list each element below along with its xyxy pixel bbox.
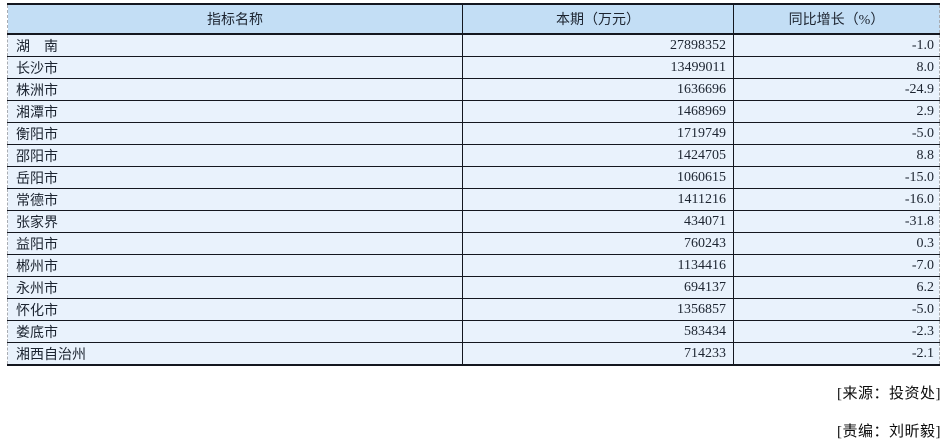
column-header-current-period: 本期（万元） [462, 4, 734, 35]
table-header: 指标名称 本期（万元） 同比增长（%） [7, 4, 940, 35]
editor-credit: [责编：刘昕毅] [837, 424, 941, 440]
table-row: 湖 南 27898352 -1.0 [7, 34, 940, 57]
yoy-growth-cell: -31.8 [733, 210, 940, 233]
table-row: 湘西自治州 714233 -2.1 [7, 342, 940, 366]
table-body: 湖 南 27898352 -1.0 长沙市 13499011 8.0 株洲市 1… [7, 34, 940, 366]
region-name-cell: 邵阳市 [7, 144, 463, 167]
yoy-growth-cell: -2.1 [733, 342, 940, 366]
yoy-growth-cell: -5.0 [733, 298, 940, 321]
table-row: 张家界 434071 -31.8 [7, 210, 940, 233]
yoy-growth-cell: 0.3 [733, 232, 940, 255]
current-period-cell: 760243 [462, 232, 734, 255]
current-period-cell: 1424705 [462, 144, 734, 167]
table-row: 长沙市 13499011 8.0 [7, 56, 940, 79]
region-name-cell: 怀化市 [7, 298, 463, 321]
current-period-cell: 27898352 [462, 34, 734, 57]
table-row: 岳阳市 1060615 -15.0 [7, 166, 940, 189]
current-period-cell: 583434 [462, 320, 734, 343]
region-name-cell: 益阳市 [7, 232, 463, 255]
yoy-growth-cell: -7.0 [733, 254, 940, 277]
current-period-cell: 714233 [462, 342, 734, 366]
table-row: 郴州市 1134416 -7.0 [7, 254, 940, 277]
yoy-growth-cell: -15.0 [733, 166, 940, 189]
table-row: 怀化市 1356857 -5.0 [7, 298, 940, 321]
source-credit: [来源：投资处] [837, 386, 941, 402]
current-period-cell: 694137 [462, 276, 734, 299]
yoy-growth-cell: -16.0 [733, 188, 940, 211]
region-name-cell: 长沙市 [7, 56, 463, 79]
region-name-cell: 永州市 [7, 276, 463, 299]
yoy-growth-cell: -1.0 [733, 34, 940, 57]
table-row: 湘潭市 1468969 2.9 [7, 100, 940, 123]
current-period-cell: 1134416 [462, 254, 734, 277]
table-row: 衡阳市 1719749 -5.0 [7, 122, 940, 145]
current-period-cell: 1719749 [462, 122, 734, 145]
region-name-cell: 湖 南 [7, 34, 463, 57]
current-period-cell: 1356857 [462, 298, 734, 321]
table-row: 娄底市 583434 -2.3 [7, 320, 940, 343]
region-name-cell: 湘西自治州 [7, 342, 463, 366]
region-name-cell: 株洲市 [7, 78, 463, 101]
header-row: 指标名称 本期（万元） 同比增长（%） [7, 4, 940, 35]
yoy-growth-cell: -2.3 [733, 320, 940, 343]
column-header-yoy-growth: 同比增长（%） [733, 4, 940, 35]
yoy-growth-cell: 2.9 [733, 100, 940, 123]
yoy-growth-cell: 8.0 [733, 56, 940, 79]
region-name-cell: 郴州市 [7, 254, 463, 277]
current-period-cell: 1060615 [462, 166, 734, 189]
table-row: 永州市 694137 6.2 [7, 276, 940, 299]
column-header-indicator-name: 指标名称 [7, 4, 463, 35]
region-name-cell: 张家界 [7, 210, 463, 233]
current-period-cell: 1636696 [462, 78, 734, 101]
current-period-cell: 434071 [462, 210, 734, 233]
region-name-cell: 娄底市 [7, 320, 463, 343]
region-name-cell: 湘潭市 [7, 100, 463, 123]
current-period-cell: 13499011 [462, 56, 734, 79]
current-period-cell: 1411216 [462, 188, 734, 211]
table-row: 邵阳市 1424705 8.8 [7, 144, 940, 167]
region-name-cell: 衡阳市 [7, 122, 463, 145]
statistics-table: 指标名称 本期（万元） 同比增长（%） 湖 南 27898352 -1.0 长沙… [7, 3, 940, 366]
table-row: 益阳市 760243 0.3 [7, 232, 940, 255]
current-period-cell: 1468969 [462, 100, 734, 123]
yoy-growth-cell: 8.8 [733, 144, 940, 167]
yoy-growth-cell: -24.9 [733, 78, 940, 101]
region-name-cell: 岳阳市 [7, 166, 463, 189]
yoy-growth-cell: 6.2 [733, 276, 940, 299]
yoy-growth-cell: -5.0 [733, 122, 940, 145]
table-row: 常德市 1411216 -16.0 [7, 188, 940, 211]
region-name-cell: 常德市 [7, 188, 463, 211]
table-row: 株洲市 1636696 -24.9 [7, 78, 940, 101]
